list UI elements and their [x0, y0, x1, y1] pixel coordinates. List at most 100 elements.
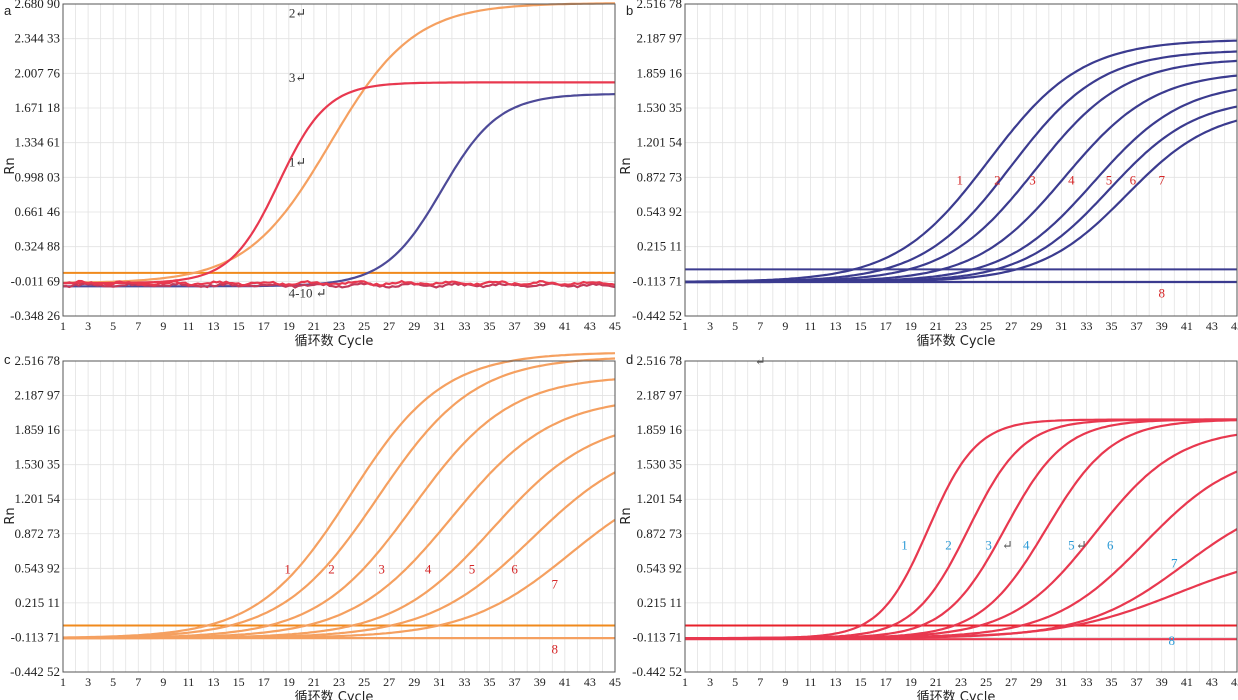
y-tick-label: 0.215 11	[15, 595, 60, 610]
x-tick-label: 1	[60, 319, 66, 333]
plot-frame	[684, 3, 1238, 317]
x-tick-label: 37	[509, 675, 521, 689]
y-tick-label: 1.530 35	[637, 100, 683, 115]
y-tick-label: 1.201 54	[637, 491, 683, 506]
curve-annotation: ↵	[1076, 538, 1087, 553]
y-tick-label: 2.516 78	[637, 0, 683, 11]
y-tick-label: 0.872 73	[15, 526, 61, 541]
y-tick-label: 2.344 33	[15, 31, 61, 46]
x-tick-label: 9	[782, 319, 788, 333]
series-2-curve	[62, 2, 615, 284]
panel-letter: b	[626, 3, 633, 18]
y-tick-label: 2.516 78	[15, 353, 61, 368]
x-tick-label: 15	[233, 675, 245, 689]
x-tick-label: 25	[980, 675, 992, 689]
gridlines	[684, 360, 1238, 673]
x-tick-label: 31	[1055, 319, 1067, 333]
y-tick-label: 2.007 76	[15, 65, 61, 80]
y-tick-label: 2.187 97	[637, 31, 683, 46]
x-tick-label: 45	[609, 675, 621, 689]
x-tick-label: 1	[60, 675, 66, 689]
x-axis-label: 循环数 Cycle	[917, 690, 996, 700]
curve-annotation: 6	[511, 562, 518, 577]
x-tick-label: 39	[1156, 675, 1168, 689]
x-tick-label: 31	[433, 675, 445, 689]
y-tick-label: 1.334 61	[15, 135, 61, 150]
curve-annotation: 2	[994, 173, 1001, 188]
x-tick-label: 41	[1181, 675, 1193, 689]
x-tick-label: 45	[1231, 319, 1238, 333]
x-tick-label: 17	[880, 319, 892, 333]
curve-annotation: 1	[901, 538, 908, 553]
y-tick-label: 1.671 18	[15, 100, 61, 115]
x-tick-label: 11	[183, 675, 195, 689]
curve-annotation: 1	[284, 562, 291, 577]
gridlines	[62, 360, 616, 673]
x-tick-label: 25	[358, 675, 370, 689]
x-tick-label: 45	[1231, 675, 1238, 689]
x-tick-label: 33	[1080, 319, 1092, 333]
y-tick-label: 0.543 92	[637, 204, 683, 219]
y-tick-label: -0.442 52	[632, 664, 682, 679]
x-tick-label: 3	[85, 319, 91, 333]
x-tick-label: 11	[183, 319, 195, 333]
x-tick-label: 27	[1005, 319, 1017, 333]
x-tick-label: 3	[707, 319, 713, 333]
y-tick-label: -0.442 52	[632, 308, 682, 323]
panel-letter: c	[4, 352, 11, 367]
curve-annotation: 7	[1158, 173, 1165, 188]
curve-annotation: 6	[1130, 173, 1137, 188]
y-tick-label: 2.187 97	[637, 388, 683, 403]
y-tick-label: -0.113 71	[11, 629, 60, 644]
gridlines	[62, 3, 616, 317]
curve-annotation: ↵	[755, 354, 766, 369]
curve-annotation: 3	[378, 562, 385, 577]
curve-annotation: 2	[328, 562, 335, 577]
x-tick-label: 19	[905, 319, 917, 333]
x-tick-label: 31	[433, 319, 445, 333]
y-tick-label: 1.530 35	[637, 457, 683, 472]
x-tick-label: 7	[135, 675, 141, 689]
x-tick-label: 1	[682, 319, 688, 333]
x-tick-label: 1	[682, 675, 688, 689]
curve-annotation: 4	[425, 562, 432, 577]
x-tick-label: 7	[757, 675, 763, 689]
x-tick-label: 33	[458, 675, 470, 689]
curve-annotation: ↵	[1002, 538, 1013, 553]
panel-c: 2.516 78 2.187 97 1.859 16 1.530 35 1.201 54…	[3, 352, 621, 700]
x-tick-label: 35	[484, 319, 496, 333]
curve-annotation: 3	[985, 538, 992, 553]
x-tick-label: 13	[208, 319, 220, 333]
x-axis-label: 循环数 Cycle	[295, 690, 374, 700]
x-tick-label: 13	[830, 675, 842, 689]
x-tick-label: 37	[509, 319, 521, 333]
x-tick-label: 39	[1156, 319, 1168, 333]
y-tick-label: 2.187 97	[15, 388, 61, 403]
x-tick-label: 27	[383, 319, 395, 333]
curve-annotation: 4-10 ↵	[289, 285, 327, 300]
x-tick-label: 13	[830, 319, 842, 333]
series-4-10-curve	[62, 281, 616, 289]
y-axis-label: Rn	[3, 507, 18, 524]
y-axis-label: Rn	[619, 507, 634, 524]
panel-d: 2.516 78 2.187 97 1.859 16 1.530 35 1.201 54…	[619, 352, 1238, 700]
x-tick-label: 29	[408, 319, 420, 333]
y-tick-label: 1.201 54	[637, 135, 683, 150]
curve-annotation: 8	[552, 642, 559, 657]
series-8-curve	[685, 570, 1238, 640]
x-tick-label: 21	[930, 319, 942, 333]
y-tick-label: -0.113 71	[633, 273, 682, 288]
x-tick-label: 39	[534, 675, 546, 689]
curve-annotation: 8	[1158, 286, 1165, 301]
x-tick-label: 17	[880, 675, 892, 689]
x-tick-label: 29	[408, 675, 420, 689]
curve-annotation: 3	[1029, 173, 1036, 188]
x-tick-label: 43	[1206, 319, 1218, 333]
curve-annotation: 1↵	[289, 155, 306, 170]
x-tick-label: 9	[160, 319, 166, 333]
x-tick-label: 29	[1030, 319, 1042, 333]
panel-letter: a	[4, 3, 12, 18]
x-tick-label: 23	[333, 319, 345, 333]
y-tick-label: 1.859 16	[637, 422, 683, 437]
x-tick-label: 27	[383, 675, 395, 689]
